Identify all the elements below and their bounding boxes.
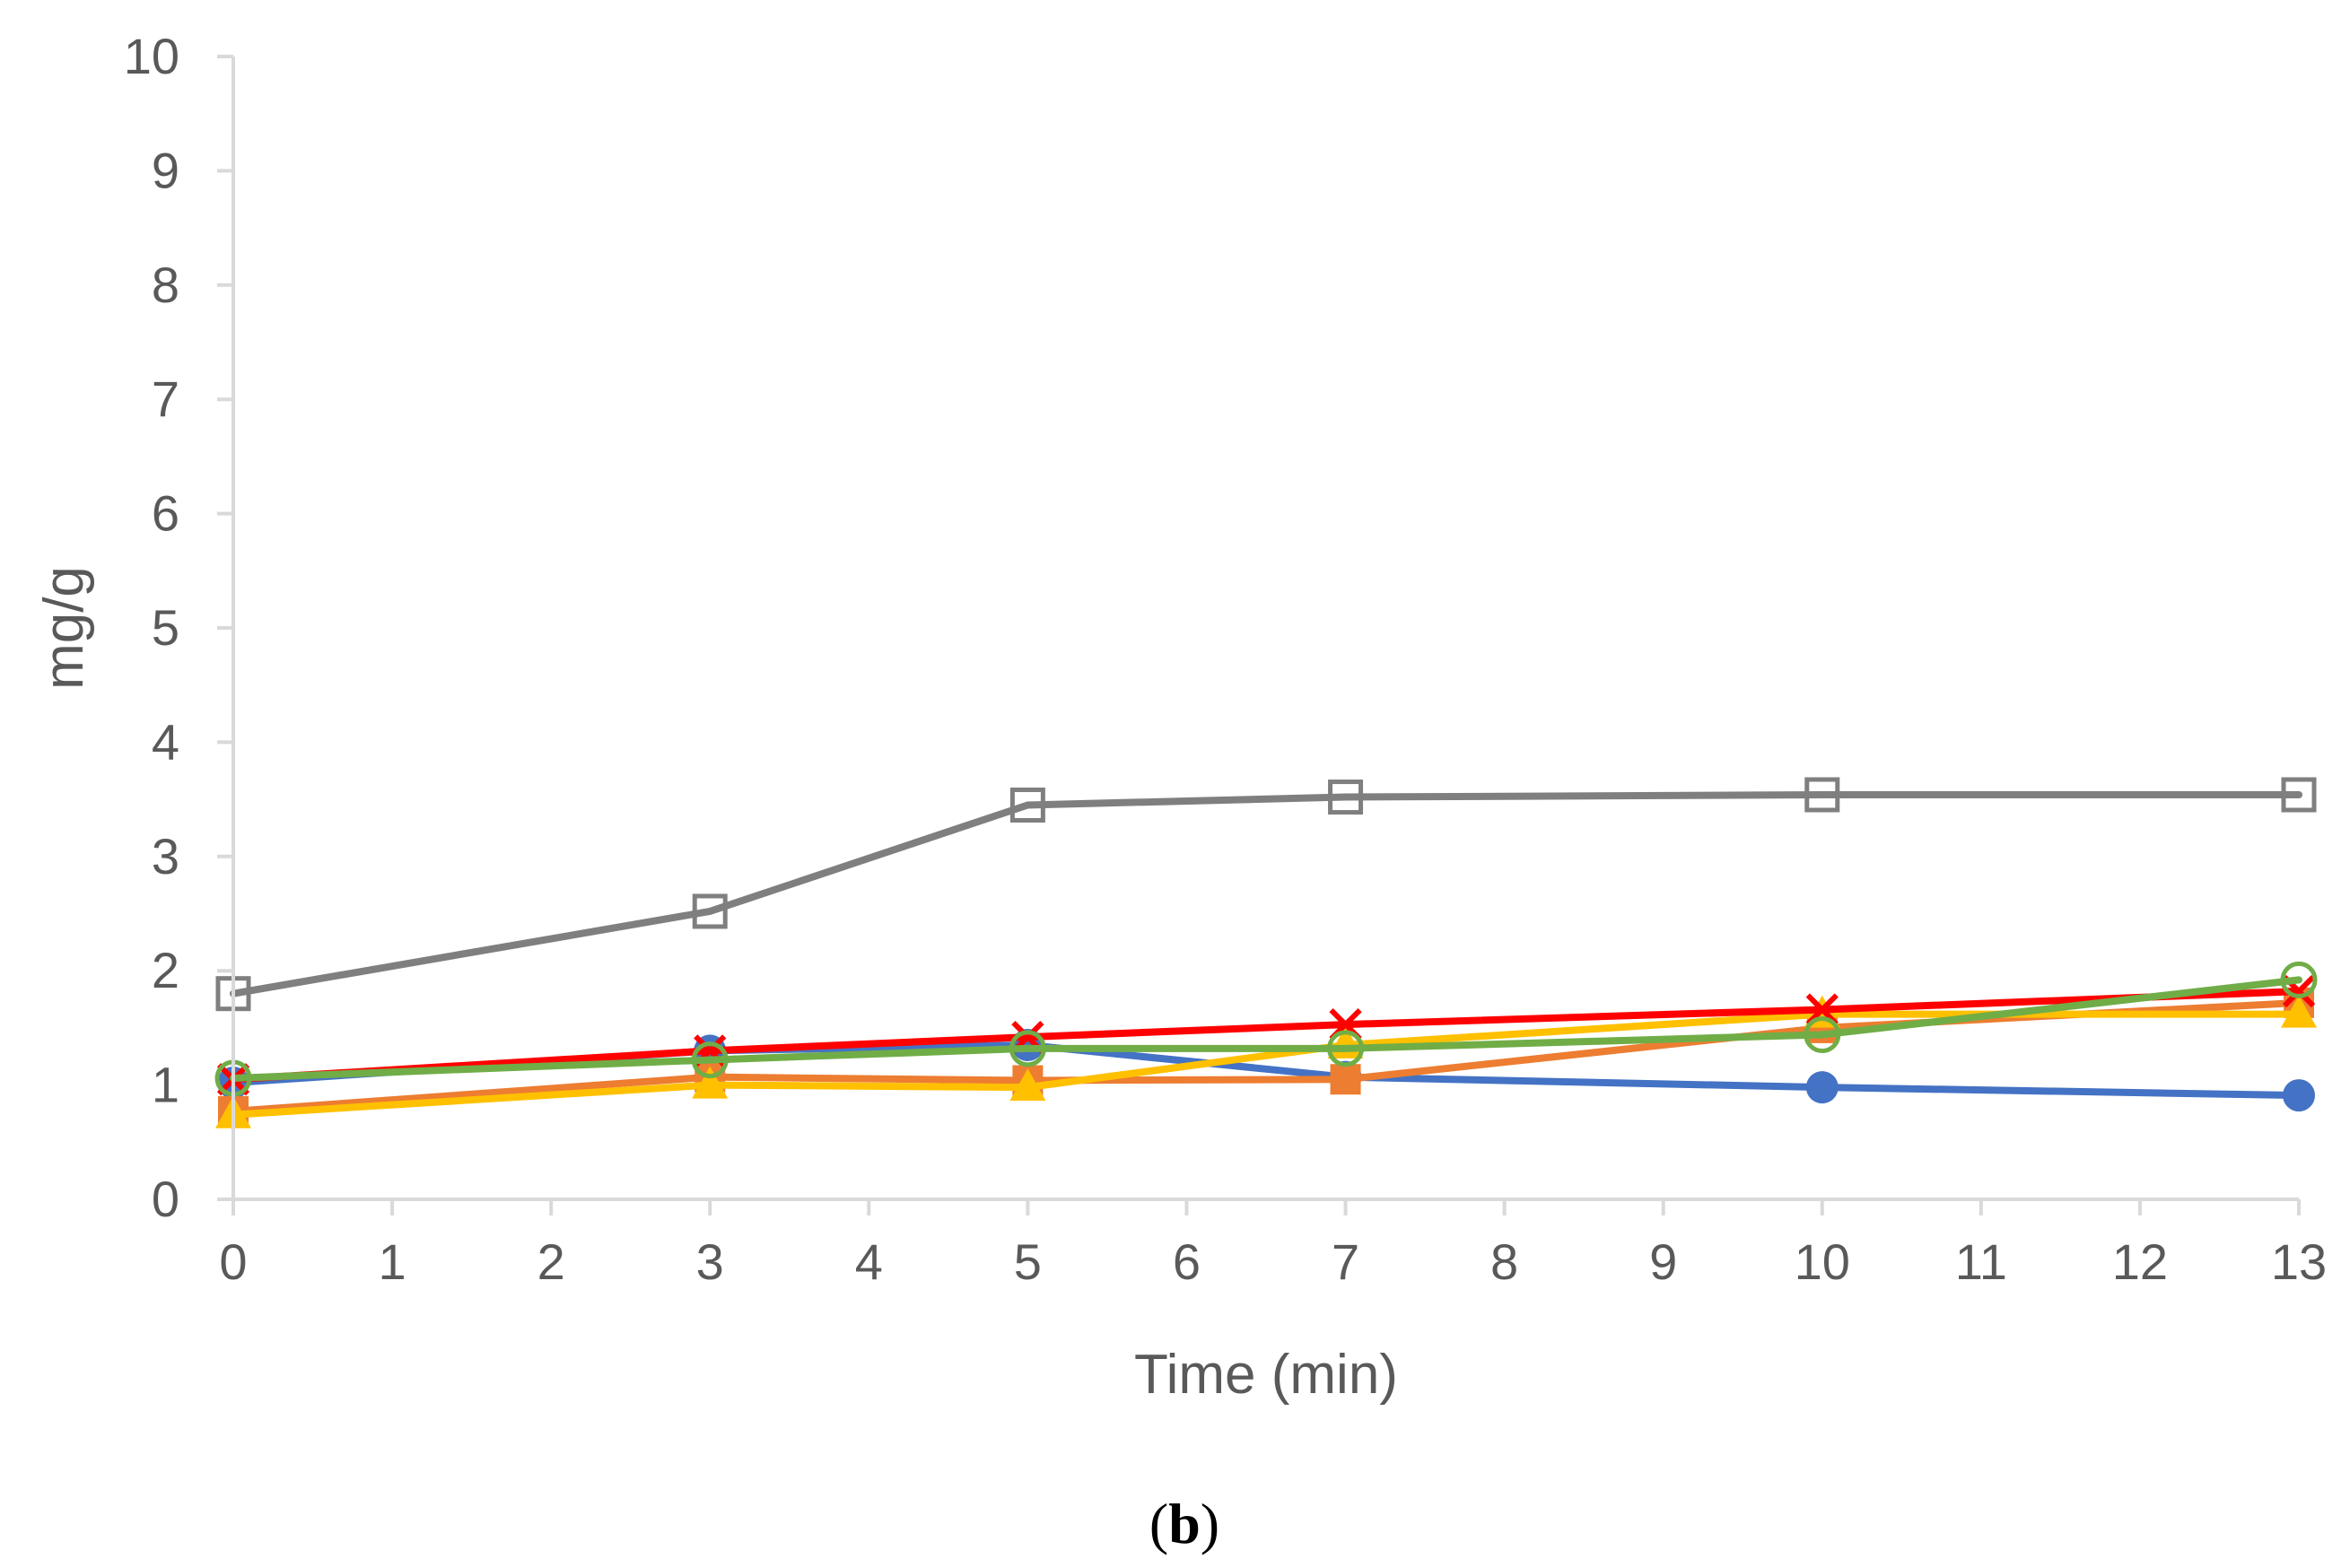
x-tick-label: 10 bbox=[1795, 1233, 1850, 1290]
y-axis-title: mg/g bbox=[33, 566, 95, 690]
series-yellow-point bbox=[692, 1066, 729, 1099]
series-blue-point bbox=[1805, 1071, 1839, 1104]
series-yellow-point bbox=[1009, 1068, 1046, 1102]
x-tick-label: 7 bbox=[1332, 1233, 1359, 1290]
series-red-line bbox=[230, 988, 2302, 1084]
series-green-line bbox=[230, 976, 2302, 1082]
series-green-point bbox=[1804, 1016, 1841, 1054]
series-gray-point bbox=[692, 893, 728, 929]
y-tick-label: 2 bbox=[152, 942, 179, 998]
y-tick-label: 1 bbox=[152, 1057, 179, 1113]
series-green-point bbox=[1327, 1030, 1365, 1067]
series-gray-point bbox=[2281, 777, 2317, 813]
y-tick-label: 9 bbox=[152, 142, 179, 198]
x-axis-ticks: 0 1 2 3 4 5 6 7 8 9 10 11 12 13 bbox=[219, 1199, 2327, 1290]
y-tick-label: 8 bbox=[152, 257, 179, 313]
y-tick-label: 6 bbox=[152, 485, 179, 542]
series-gray bbox=[215, 777, 2317, 1012]
series-orange-point bbox=[1330, 1064, 1361, 1095]
x-tick-label: 2 bbox=[537, 1233, 565, 1290]
x-tick-label: 4 bbox=[855, 1233, 883, 1290]
x-tick-label: 13 bbox=[2271, 1233, 2327, 1290]
series-yellow-point bbox=[2281, 995, 2317, 1028]
y-tick-label: 10 bbox=[124, 28, 179, 84]
series-gray-line bbox=[230, 791, 2302, 997]
panel-label: (b) bbox=[1149, 1492, 1219, 1555]
y-tick-label: 4 bbox=[152, 713, 179, 770]
series-yellow-line bbox=[230, 1010, 2302, 1119]
panel-label-letter: b bbox=[1168, 1492, 1201, 1555]
y-axis-ticks: 0 1 2 3 4 5 6 7 8 9 10 bbox=[124, 28, 233, 1227]
x-tick-label: 12 bbox=[2112, 1233, 2168, 1290]
series-gray-point bbox=[1009, 787, 1045, 823]
series-blue-point bbox=[2283, 1079, 2315, 1112]
x-tick-label: 1 bbox=[378, 1233, 406, 1290]
series-green-point bbox=[2280, 961, 2318, 998]
series-green-point bbox=[691, 1041, 729, 1079]
y-tick-label: 7 bbox=[152, 370, 179, 427]
x-tick-label: 3 bbox=[696, 1233, 724, 1290]
y-tick-label: 0 bbox=[152, 1171, 179, 1227]
x-tick-label: 11 bbox=[1955, 1233, 2007, 1290]
series-green-point bbox=[1009, 1030, 1046, 1067]
series-gray-point bbox=[1804, 777, 1840, 813]
x-tick-label: 0 bbox=[219, 1233, 247, 1290]
y-tick-label: 3 bbox=[152, 828, 179, 884]
x-tick-label: 6 bbox=[1173, 1233, 1201, 1290]
x-tick-label: 9 bbox=[1649, 1233, 1677, 1290]
series-red-point-stroke bbox=[2282, 975, 2316, 1008]
series-layer bbox=[214, 777, 2318, 1128]
y-tick-label: 5 bbox=[152, 599, 179, 656]
series-green bbox=[214, 961, 2318, 1097]
panel-label-close: ) bbox=[1201, 1492, 1219, 1555]
x-tick-label: 8 bbox=[1490, 1233, 1518, 1290]
x-axis-title: Time (min) bbox=[1134, 1344, 1398, 1406]
x-tick-label: 5 bbox=[1014, 1233, 1042, 1290]
series-gray-point bbox=[1328, 780, 1364, 815]
panel-label-open: ( bbox=[1149, 1492, 1168, 1555]
